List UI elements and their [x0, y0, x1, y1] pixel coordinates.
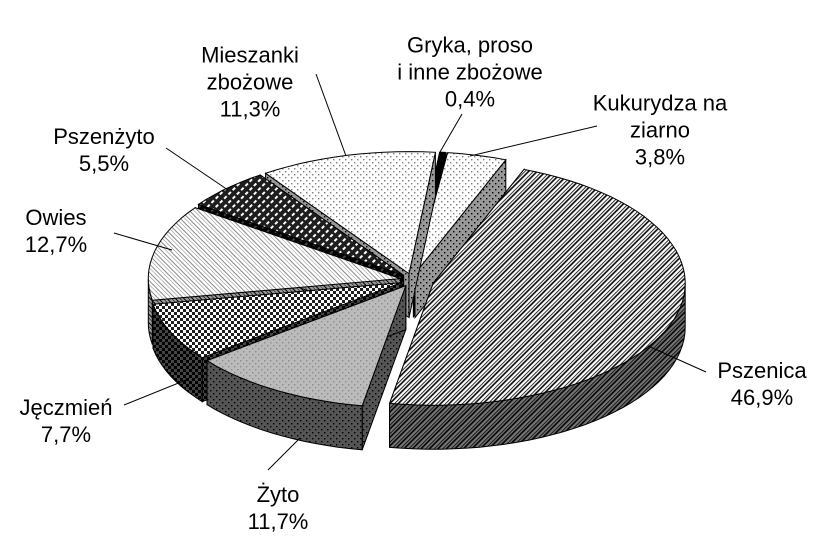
value-label: 7,7% — [40, 422, 92, 447]
value-label: 11,7% — [247, 509, 309, 534]
slice-label: Kukurydza na ziarno 3,8% — [593, 90, 728, 171]
slice-label: Jęczmień 7,7% — [20, 394, 113, 448]
leader-line — [315, 73, 347, 157]
value-label: 11,3% — [219, 96, 281, 122]
category-label: Kukurydza na ziarno — [592, 90, 728, 143]
leader-line — [647, 345, 707, 373]
leader-line — [267, 437, 301, 471]
slice-label: Mieszanki zbożowe 11,3% — [201, 42, 299, 123]
slice — [197, 174, 404, 276]
slice-label: Gryka, proso i inne zbożowe 0,4% — [397, 32, 543, 113]
value-label: 12,7% — [24, 232, 88, 257]
slice-label: Żyto 11,7% — [248, 481, 309, 535]
slice — [264, 151, 437, 275]
value-label: 5,5% — [78, 151, 130, 176]
category-label: Pszenżyto — [53, 124, 155, 149]
leader-line — [113, 232, 173, 251]
leader-line — [439, 113, 463, 153]
category-label: Żyto — [256, 482, 300, 507]
category-label: Pszenica — [717, 358, 807, 383]
slice-label: Owies 12,7% — [25, 204, 87, 258]
value-label: 46,9% — [730, 385, 794, 410]
slice-label: Pszenica 46,9% — [717, 357, 806, 411]
slice — [414, 152, 507, 274]
leader-line — [123, 379, 187, 406]
category-label: Gryka, proso i inne zbożowe — [397, 32, 543, 85]
category-label: Mieszanki zbożowe — [201, 42, 299, 95]
category-label: Jęczmień — [19, 395, 113, 420]
category-label: Owies — [25, 205, 87, 230]
slice — [205, 284, 407, 407]
leader-line — [165, 147, 229, 191]
slice-label: Pszenżyto 5,5% — [53, 123, 155, 177]
slice — [147, 207, 401, 301]
leader-line — [469, 125, 598, 157]
value-label: 3,8% — [634, 144, 686, 170]
slice — [388, 168, 686, 406]
value-label: 0,4% — [444, 86, 496, 112]
slice — [152, 282, 402, 359]
